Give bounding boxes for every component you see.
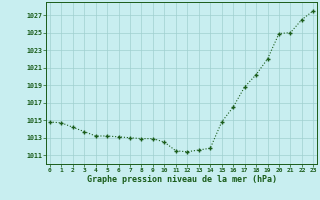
X-axis label: Graphe pression niveau de la mer (hPa): Graphe pression niveau de la mer (hPa) (87, 175, 276, 184)
